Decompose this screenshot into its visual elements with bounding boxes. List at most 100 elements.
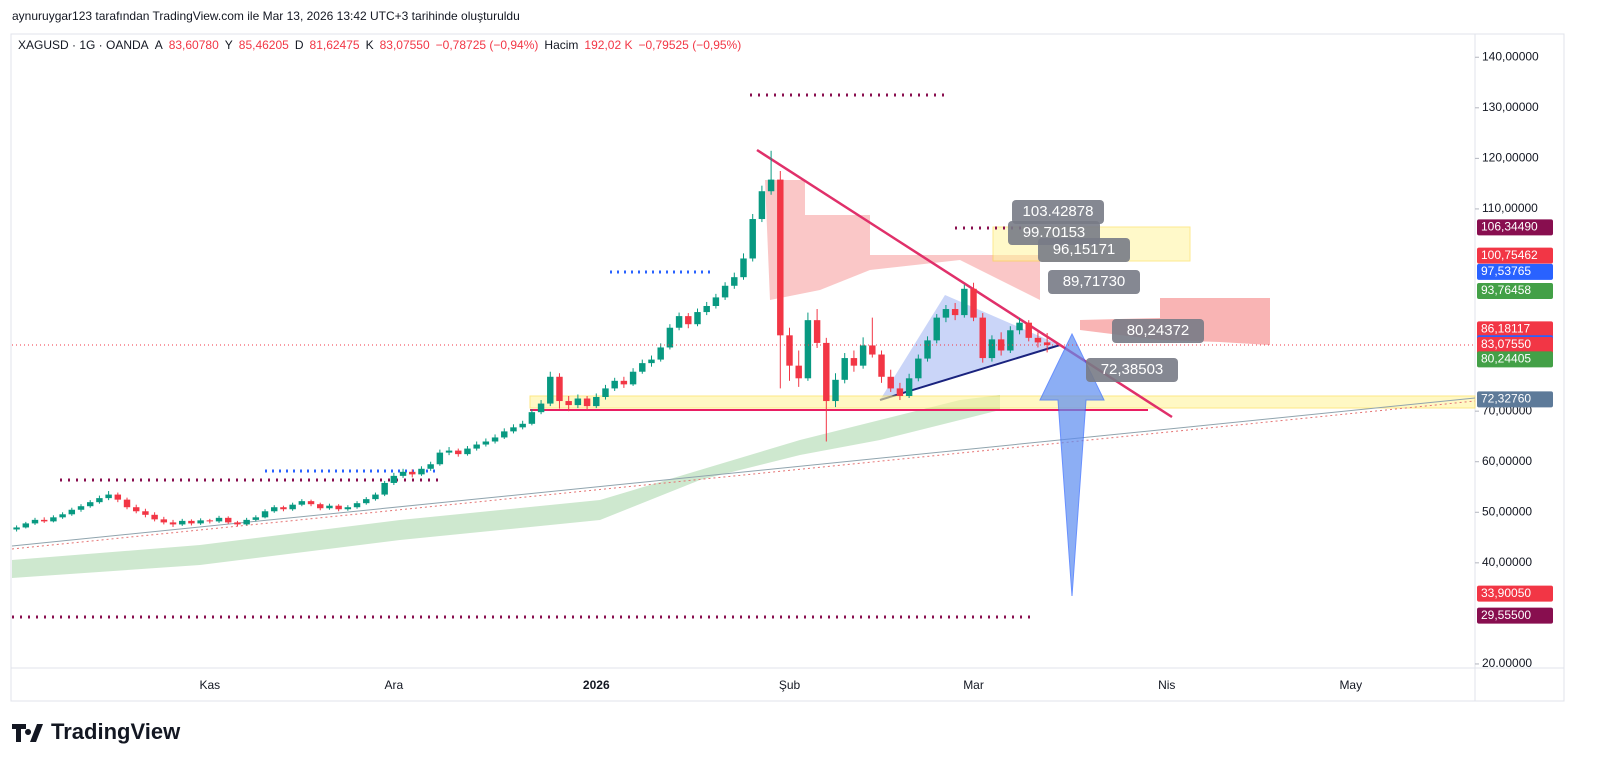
legend: XAGUSD · 1G · OANDA A 83,60780 Y 85,46205 D 81…: [18, 38, 741, 52]
candle-body: [639, 363, 646, 372]
candle-body: [96, 498, 103, 503]
candle-body: [31, 519, 39, 524]
candle-body: [777, 179, 784, 336]
candle-body: [344, 507, 352, 510]
cloud: [12, 395, 1000, 578]
annotation-label: 89,71730: [1063, 273, 1126, 290]
candle-body: [620, 380, 628, 385]
candle-body: [565, 401, 572, 406]
candle-body: [234, 522, 241, 525]
candle-body: [869, 345, 876, 355]
candle-body: [215, 517, 223, 522]
price-tag-label: 72,32760: [1481, 392, 1531, 406]
annotation-label: 103.42878: [1023, 203, 1094, 220]
candle-body: [372, 494, 379, 500]
y-tick-label: 140,00000: [1482, 49, 1539, 63]
candle-body: [289, 504, 296, 510]
y-tick-label: 40,00000: [1482, 555, 1532, 569]
zone: [529, 395, 1476, 409]
candle-body: [326, 505, 333, 509]
candle-body: [50, 517, 57, 522]
candle-body: [593, 397, 600, 407]
candle-body: [988, 339, 996, 359]
candle-body: [767, 179, 775, 192]
candle-body: [464, 448, 471, 455]
candle-body: [363, 499, 370, 504]
candle-body: [123, 499, 131, 508]
candle-body: [951, 309, 959, 316]
candle-body: [758, 191, 766, 220]
candle-body: [905, 378, 913, 396]
candle-body: [832, 379, 839, 402]
legend-value: 83,60780: [168, 38, 219, 52]
candle-body: [629, 371, 637, 385]
candle-body: [482, 441, 490, 445]
candle-body: [169, 522, 177, 525]
legend-key: Y: [224, 38, 233, 52]
candle-body: [160, 519, 168, 523]
candle-body: [381, 482, 388, 495]
candle-body: [970, 288, 977, 318]
x-tick-label: 2026: [583, 678, 610, 692]
legend-value: 83,07550: [379, 38, 430, 52]
candle-body: [1043, 342, 1051, 346]
annotation-box: [1038, 238, 1130, 262]
x-tick-label: Mar: [963, 678, 984, 692]
arrow: [1039, 332, 1105, 597]
candle-body: [694, 312, 701, 325]
candle-body: [491, 437, 499, 442]
candle-body: [105, 494, 112, 499]
price-tag: [1477, 283, 1553, 300]
candle-body: [547, 376, 554, 404]
candle-body: [142, 511, 149, 515]
candle-body: [804, 320, 812, 379]
candle-body: [537, 403, 545, 413]
candle-body: [813, 320, 821, 343]
candle-body: [59, 514, 66, 518]
channel-line: [11, 400, 1476, 550]
candle-body: [602, 388, 609, 398]
candle-body: [997, 339, 1005, 351]
annotation-label: 80,24372: [1127, 322, 1190, 339]
candle-body: [749, 219, 756, 259]
candle-body: [261, 511, 269, 518]
brand: TradingView: [51, 719, 181, 744]
candle-body: [197, 520, 204, 524]
price-tag: [1477, 321, 1553, 338]
candle-body: [335, 505, 342, 510]
candle-body: [795, 365, 802, 379]
y-tick-label: 120,00000: [1482, 151, 1539, 165]
price-tag: [1477, 351, 1553, 368]
candle-body: [666, 327, 674, 348]
candle-body: [427, 464, 434, 469]
price-tag-label: 83,07550: [1481, 337, 1531, 351]
candle-body: [1025, 322, 1032, 338]
candle-body: [933, 317, 940, 341]
candle-body: [721, 285, 729, 298]
x-tick-label: Ara: [385, 678, 404, 692]
candle-body: [896, 388, 904, 396]
legend-value: 192,02 K: [584, 38, 633, 52]
legend-value: 85,46205: [238, 38, 289, 52]
x-tick-label: Nis: [1158, 678, 1175, 692]
candle-body: [675, 316, 683, 328]
x-tick-label: May: [1339, 678, 1362, 692]
legend-value: −0,78725 (−0,94%): [435, 38, 539, 52]
annotation-label: 99.70153: [1023, 224, 1086, 241]
logo: [12, 724, 43, 742]
candle-body: [731, 277, 738, 286]
candle-body: [390, 475, 398, 483]
annotation-box: [1012, 200, 1104, 224]
price-tag: [1477, 585, 1553, 602]
candle-body: [823, 342, 830, 402]
price-tag-label: 97,53765: [1481, 264, 1531, 278]
candle-body: [878, 354, 885, 377]
price-tag-label: 80,24405: [1481, 352, 1531, 366]
legend-key: D: [294, 38, 304, 52]
price-tag: [1477, 219, 1553, 236]
price-tag: [1477, 247, 1553, 264]
y-tick-label: 110,00000: [1482, 201, 1538, 215]
legend-value: 81,62475: [309, 38, 360, 52]
y-tick-label: 130,00000: [1482, 100, 1539, 114]
